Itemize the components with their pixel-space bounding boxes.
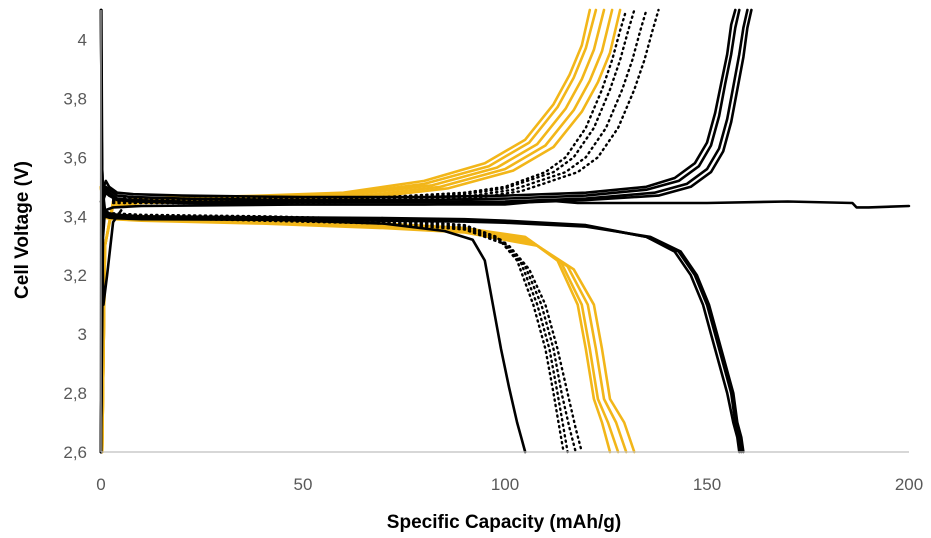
y-tick-label: 3 bbox=[78, 325, 87, 344]
gold-solid-discharge-curve bbox=[99, 185, 636, 454]
black-solid-charge-curve bbox=[99, 199, 911, 454]
gold-solid-charge-curve bbox=[100, 8, 622, 454]
x-tick-label: 200 bbox=[895, 475, 923, 494]
y-tick-labels: 2,6 2,8 3 3,2 3,4 3,6 3,8 4 bbox=[63, 30, 87, 462]
black-solid-charge-curve bbox=[99, 8, 737, 454]
black-solid-charge-curve bbox=[99, 8, 749, 454]
x-tick-label: 0 bbox=[96, 475, 105, 494]
black-dotted-discharge-curve bbox=[111, 212, 565, 454]
y-tick-label: 3,2 bbox=[63, 266, 87, 285]
black-dotted-charge-curve bbox=[111, 8, 660, 205]
black-dotted-discharge-curve bbox=[111, 215, 577, 454]
gold-solid-charge-curve bbox=[100, 8, 598, 454]
black-solid-discharge-curve bbox=[99, 8, 745, 454]
y-tick-label: 2,8 bbox=[63, 384, 87, 403]
black-solid-charge-curve bbox=[99, 8, 741, 454]
black-solid-charge-curve bbox=[99, 8, 753, 454]
x-tick-labels: 0 50 100 150 200 bbox=[96, 475, 923, 494]
y-tick-label: 2,6 bbox=[63, 443, 87, 462]
gold-solid-charge-curve bbox=[100, 8, 592, 454]
y-tick-label: 3,8 bbox=[63, 89, 87, 108]
black-dotted-charge-curve bbox=[111, 8, 648, 203]
black-dotted-charge-curve bbox=[111, 8, 628, 200]
gold-solid-charge-curve bbox=[100, 8, 614, 454]
y-axis-title: Cell Voltage (V) bbox=[12, 161, 33, 299]
x-axis-title: Specific Capacity (mAh/g) bbox=[387, 512, 621, 533]
gold-solid-charge-curve bbox=[100, 8, 606, 454]
black-dotted-charge-curve bbox=[111, 8, 636, 202]
curves-group bbox=[99, 8, 911, 454]
y-tick-label: 4 bbox=[78, 30, 87, 49]
y-tick-label: 3,4 bbox=[63, 207, 87, 226]
x-tick-label: 150 bbox=[693, 475, 721, 494]
x-tick-label: 100 bbox=[491, 475, 519, 494]
x-tick-label: 50 bbox=[294, 475, 313, 494]
black-solid-discharge-curve bbox=[99, 200, 527, 454]
y-tick-label: 3,6 bbox=[63, 148, 87, 167]
